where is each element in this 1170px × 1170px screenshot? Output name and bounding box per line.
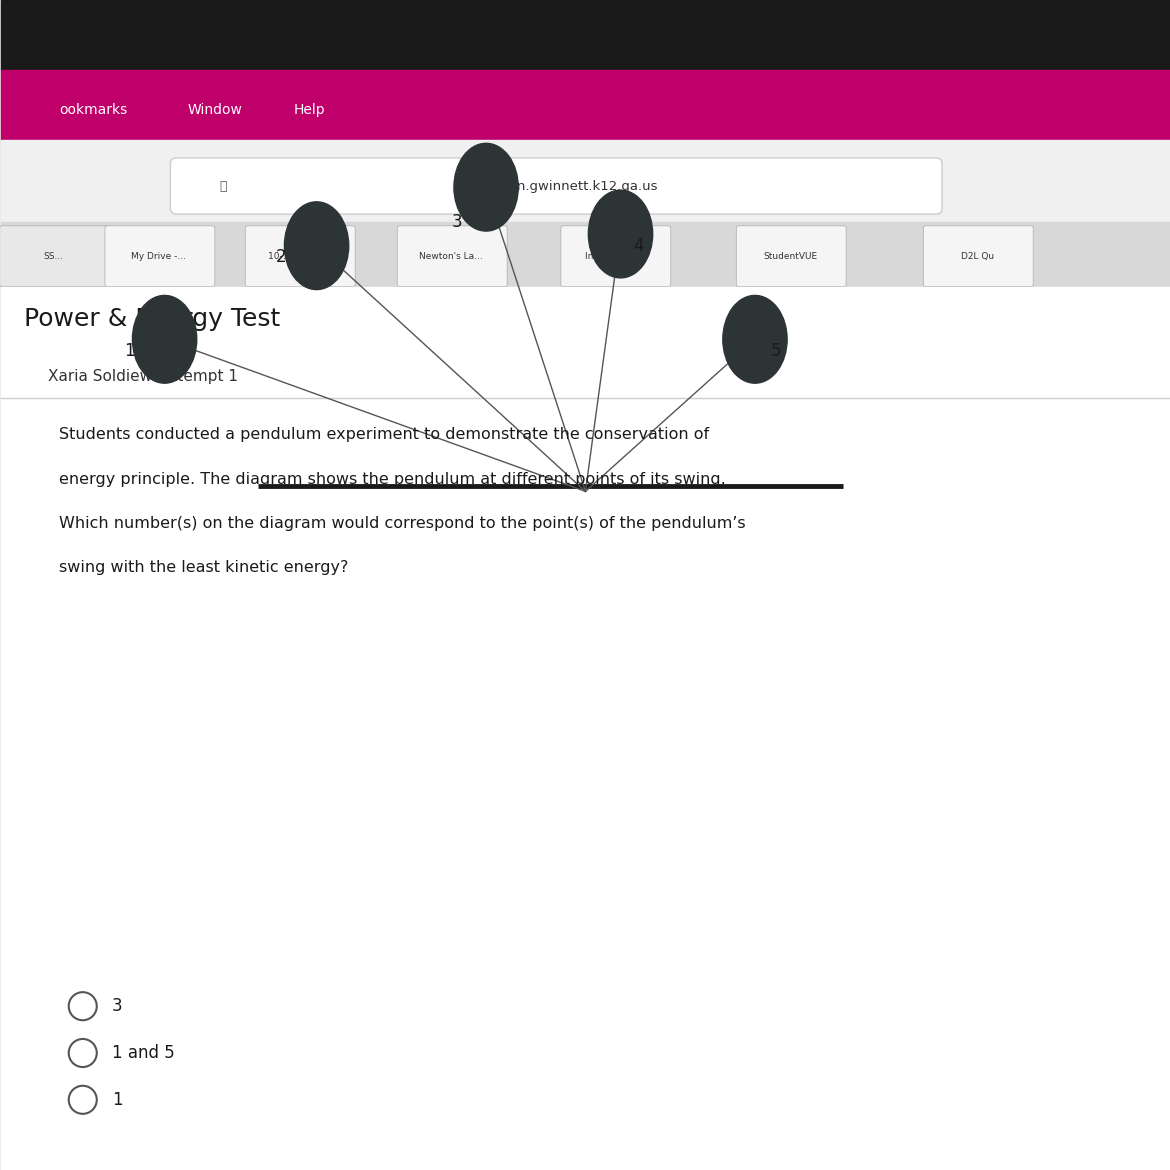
Text: Which number(s) on the diagram would correspond to the point(s) of the pendulum’: Which number(s) on the diagram would cor… <box>60 516 746 531</box>
FancyBboxPatch shape <box>560 226 670 287</box>
Bar <box>1 0 1170 70</box>
Text: Help: Help <box>294 103 325 117</box>
Text: Inbox (1,42...: Inbox (1,42... <box>585 252 645 261</box>
FancyBboxPatch shape <box>736 226 846 287</box>
Text: 4: 4 <box>633 236 644 255</box>
Text: D2L Qu: D2L Qu <box>961 252 993 261</box>
Bar <box>1 222 1170 287</box>
Text: My Drive -...: My Drive -... <box>131 252 186 261</box>
Text: StudentVUE: StudentVUE <box>763 252 817 261</box>
Bar <box>1 351 1170 398</box>
FancyBboxPatch shape <box>923 226 1033 287</box>
FancyBboxPatch shape <box>246 226 356 287</box>
Text: Newton's La...: Newton's La... <box>419 252 483 261</box>
Text: Students conducted a pendulum experiment to demonstrate the conservation of: Students conducted a pendulum experiment… <box>60 427 709 442</box>
Text: 1: 1 <box>112 1090 123 1109</box>
Text: 🔒: 🔒 <box>219 179 227 193</box>
Text: 2: 2 <box>276 248 287 267</box>
Bar <box>1 287 1170 351</box>
Bar <box>1 140 1170 222</box>
Text: Xaria Soldiew: Attempt 1: Xaria Soldiew: Attempt 1 <box>48 370 238 384</box>
Text: 1 and 5: 1 and 5 <box>112 1044 174 1062</box>
Ellipse shape <box>589 190 653 278</box>
Text: Power & Energy Test: Power & Energy Test <box>25 308 281 331</box>
Ellipse shape <box>454 144 518 232</box>
Text: SS...: SS... <box>43 252 63 261</box>
Bar <box>1 398 1170 1170</box>
Ellipse shape <box>132 296 197 384</box>
FancyBboxPatch shape <box>171 158 942 214</box>
Text: 3: 3 <box>112 997 123 1016</box>
Text: swing with the least kinetic energy?: swing with the least kinetic energy? <box>60 560 349 576</box>
Text: 5: 5 <box>771 342 782 360</box>
Text: 10-17 Newt...: 10-17 Newt... <box>268 252 330 261</box>
Bar <box>1 70 1170 140</box>
Text: energy principle. The diagram shows the pendulum at different points of its swin: energy principle. The diagram shows the … <box>60 472 727 487</box>
Text: ookmarks: ookmarks <box>60 103 128 117</box>
Text: Window: Window <box>188 103 243 117</box>
FancyBboxPatch shape <box>105 226 215 287</box>
Ellipse shape <box>723 296 787 384</box>
Text: 3: 3 <box>452 213 462 232</box>
Text: instruction.gwinnett.k12.ga.us: instruction.gwinnett.k12.ga.us <box>454 179 658 193</box>
FancyBboxPatch shape <box>398 226 507 287</box>
Ellipse shape <box>284 201 349 289</box>
Text: 1: 1 <box>124 342 135 360</box>
FancyBboxPatch shape <box>0 226 110 287</box>
